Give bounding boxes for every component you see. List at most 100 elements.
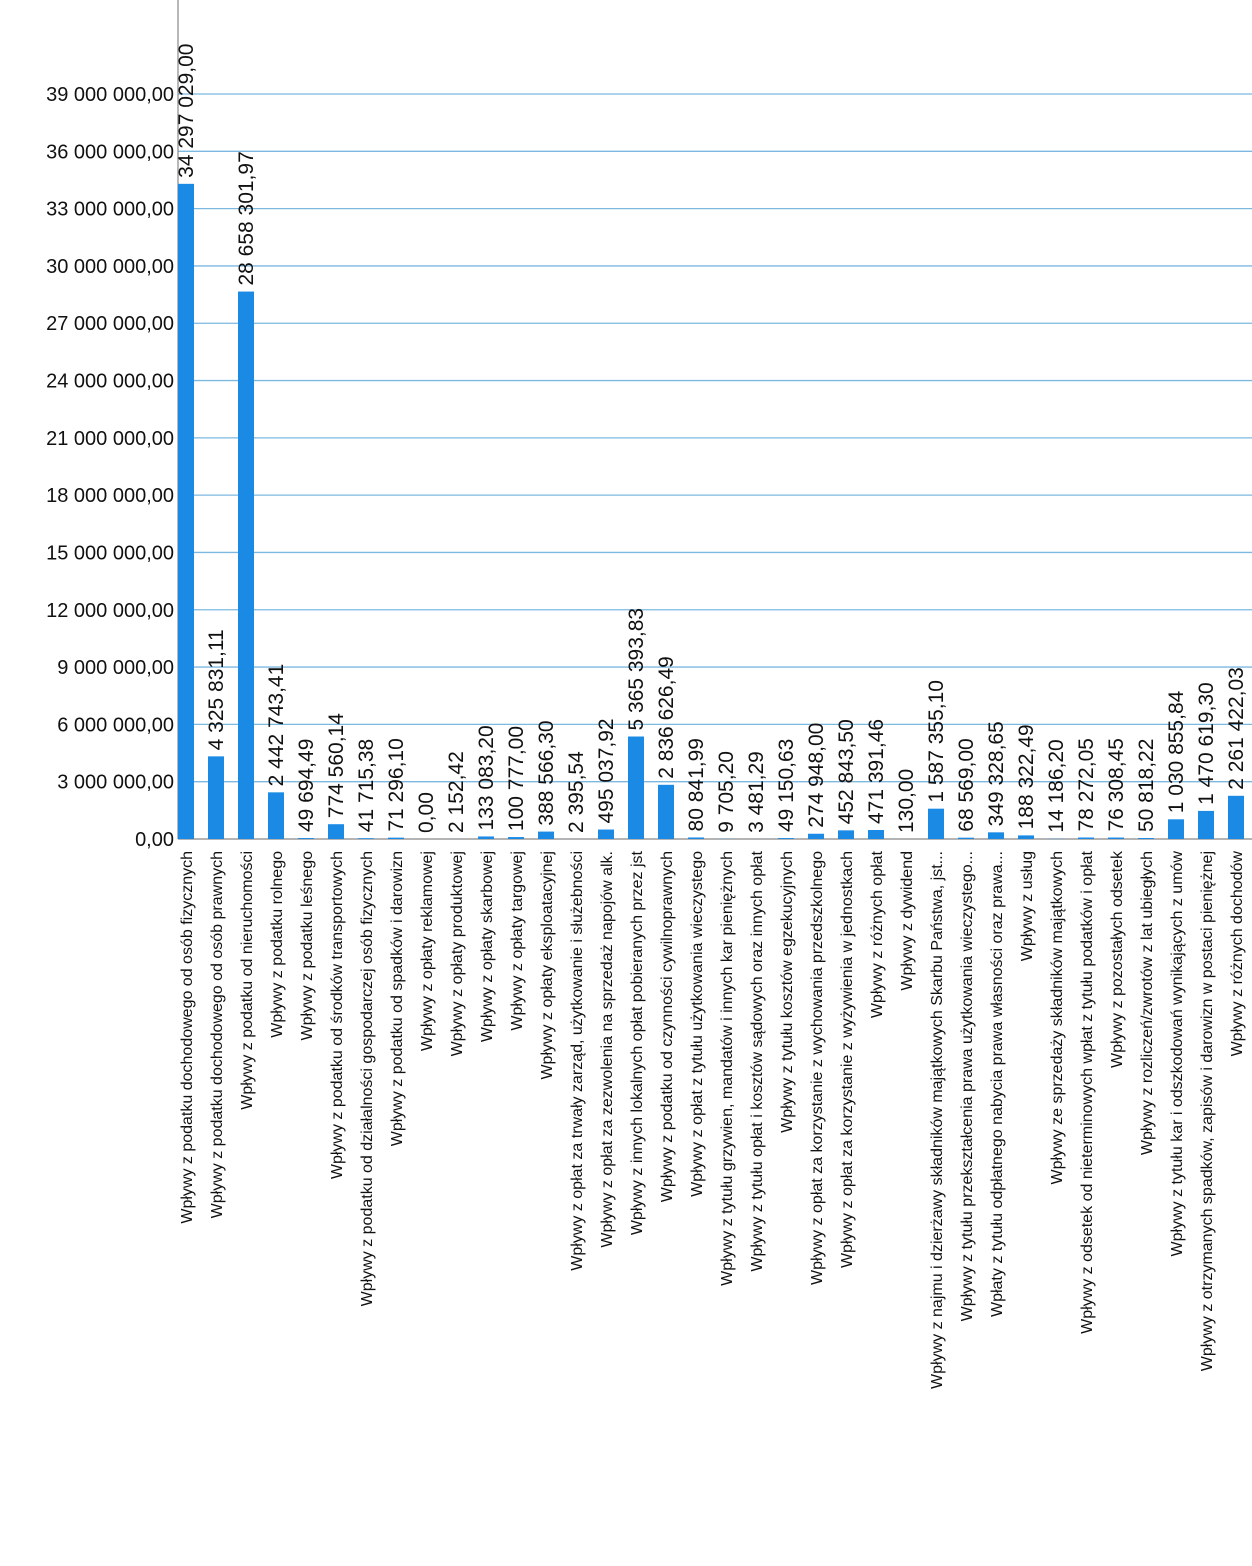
data-label: 4 325 831,11 (205, 629, 228, 750)
bar (628, 736, 644, 839)
y-tick-label: 27 000 000,00 (46, 313, 174, 335)
y-tick-label: 6 000 000,00 (57, 714, 174, 736)
data-label: 76 308,45 (1105, 738, 1128, 831)
bar (868, 830, 884, 839)
data-label: 349 328,65 (985, 721, 1008, 826)
bar (538, 831, 554, 839)
bar (928, 808, 944, 839)
category-label: Wpływy z podatku od środków transportowy… (329, 851, 346, 1179)
y-axis-tick-labels: 39 000 000,00 36 000 000,00 33 000 000,00 3… (46, 84, 174, 851)
category-label: Wpływy z odsetek od nieterminowych wpłat… (1079, 850, 1096, 1333)
category-label: Wpływy z innych lokalnych opłat pobieran… (629, 850, 646, 1235)
bar (178, 183, 194, 840)
grid-lines (178, 93, 1252, 783)
category-label: Wpływy z opłat za zezwolenia na sprzedaż… (599, 851, 616, 1248)
data-label: 1 030 855,84 (1165, 690, 1188, 813)
category-label: Wpływy z opłaty reklamowej (419, 851, 436, 1051)
bar (1138, 838, 1154, 839)
data-label: 49 150,63 (775, 739, 798, 832)
category-label: Wpływy z opłaty skarbowej (479, 851, 496, 1042)
data-label: 3 481,29 (745, 751, 768, 833)
data-label: 1 587 355,10 (925, 680, 948, 803)
data-labels: 34 297 029,00 4 325 831,11 28 658 301,97 2 … (175, 44, 1248, 833)
bar (988, 832, 1004, 839)
category-label: Wpływy z dywidend (899, 851, 916, 991)
category-label: Wpływy z podatku leśnego (299, 851, 316, 1041)
bar (358, 838, 374, 839)
y-tick-label: 33 000 000,00 (46, 199, 174, 221)
category-label: Wpływy z podatku dochodowego od osób fiz… (179, 851, 196, 1224)
category-label: Wpływy z tytułu grzywien, mandatów i inn… (719, 851, 736, 1286)
bar (508, 837, 524, 839)
data-label: 388 566,30 (535, 720, 558, 825)
data-label: 2 261 422,03 (1225, 667, 1248, 790)
data-label: 41 715,38 (355, 739, 378, 832)
y-tick-label: 30 000 000,00 (46, 256, 174, 278)
bar (1228, 795, 1244, 839)
data-label: 274 948,00 (805, 723, 828, 828)
data-label: 49 694,49 (295, 739, 318, 832)
data-label: 14 186,20 (1045, 739, 1068, 832)
data-label: 471 391,46 (865, 719, 888, 824)
data-label: 5 365 393,83 (625, 608, 648, 731)
data-label: 130,00 (895, 769, 918, 833)
category-label: Wpływy z podatku dochodowego od osób pra… (209, 851, 226, 1218)
data-label: 34 297 029,00 (175, 44, 198, 178)
data-label: 1 470 619,30 (1195, 682, 1218, 805)
category-label: Wpływy z tytułu przekształcenia prawa uż… (959, 851, 976, 1321)
category-label: Wpływy z tytułu kosztów egzekucyjnych (779, 851, 796, 1133)
y-tick-label: 21 000 000,00 (46, 428, 174, 450)
category-label: Wpływy z opłat z tytułu użytkowania wiec… (689, 851, 706, 1197)
data-label: 0,00 (415, 792, 438, 833)
category-label: Wpływy z różnych dochodów (1229, 851, 1246, 1057)
bar (658, 784, 674, 839)
y-tick-label: 36 000 000,00 (46, 141, 174, 163)
y-tick-label: 0,00 (135, 829, 174, 851)
bar (388, 837, 404, 839)
data-label: 2 442 743,41 (265, 664, 288, 787)
category-label: Wpływy z podatku rolnego (269, 851, 286, 1038)
category-label: Wpływy z opłaty produktowej (449, 851, 466, 1056)
category-label: Wpływy z opłat za korzystanie z wyżywien… (839, 851, 856, 1268)
bar (1168, 819, 1184, 839)
category-label: Wpływy z rozliczeń/zwrotów z lat ubiegły… (1139, 851, 1156, 1155)
y-tick-label: 24 000 000,00 (46, 371, 174, 393)
category-label: Wpływy z tytułu kar i odszkodowań wynika… (1169, 851, 1186, 1257)
y-tick-label: 3 000 000,00 (57, 772, 174, 794)
bar (268, 792, 284, 839)
category-label: Wpływy z opłaty eksploatacyjnej (539, 851, 556, 1080)
category-label: Wpływy z opłat za korzystanie z wychowan… (809, 851, 826, 1285)
y-tick-label: 12 000 000,00 (46, 600, 174, 622)
bar (1108, 837, 1124, 839)
bar (1078, 837, 1094, 839)
category-labels: Wpływy z podatku dochodowego od osób fiz… (179, 850, 1246, 1389)
data-label: 452 843,50 (835, 719, 858, 824)
data-label: 495 037,92 (595, 718, 618, 823)
bar (238, 291, 254, 839)
bar (808, 833, 824, 839)
data-label: 9 705,20 (715, 751, 738, 833)
category-label: Wpływy z usług (1019, 851, 1036, 961)
category-label: Wpływy z podatku od działalności gospoda… (359, 851, 376, 1306)
data-label: 188 322,49 (1015, 724, 1038, 829)
category-label: Wpływy z najmu i dzierżawy składników ma… (929, 851, 946, 1389)
data-label: 2 152,42 (445, 751, 468, 833)
bar (478, 836, 494, 839)
bar (298, 838, 314, 839)
category-label: Wpływy z otrzymanych spadków, zapisów i … (1199, 851, 1216, 1371)
data-label: 78 272,05 (1075, 738, 1098, 831)
category-label: Wpływy z opłaty targowej (509, 851, 526, 1031)
data-label: 133 083,20 (475, 725, 498, 830)
category-label: Wpływy ze sprzedaży składników majątkowy… (1049, 851, 1066, 1184)
y-tick-label: 18 000 000,00 (46, 485, 174, 507)
bar (598, 829, 614, 839)
category-label: Wpływy z różnych opłat (869, 850, 886, 1018)
category-label: Wpływy z podatku od czynności cywilnopra… (659, 851, 676, 1202)
y-tick-label: 15 000 000,00 (46, 542, 174, 564)
category-label: Wpływy z podatku od spadków i darowizn (389, 851, 406, 1146)
bar (778, 838, 794, 839)
data-label: 28 658 301,97 (235, 151, 258, 285)
bar (838, 830, 854, 839)
category-label: Wpływy z tytułu opłat i kosztów sądowych… (749, 850, 766, 1271)
